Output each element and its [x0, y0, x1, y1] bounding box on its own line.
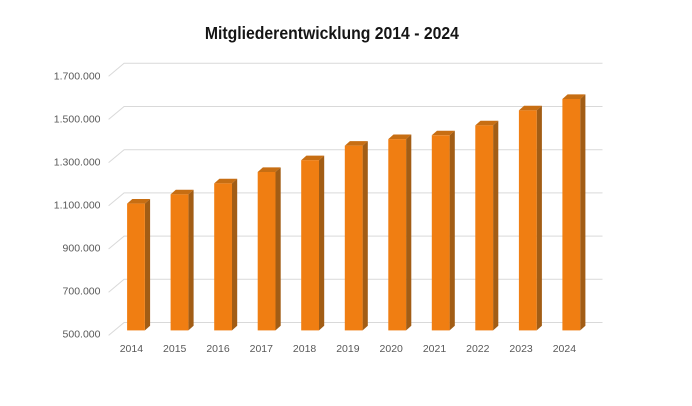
- svg-text:900.000: 900.000: [63, 243, 101, 255]
- svg-text:500.000: 500.000: [63, 329, 101, 341]
- svg-text:700.000: 700.000: [63, 286, 101, 298]
- svg-text:2017: 2017: [250, 343, 274, 355]
- svg-text:1.700.000: 1.700.000: [54, 71, 101, 83]
- svg-text:Mitgliederentwicklung 2014 - 2: Mitgliederentwicklung 2014 - 2024: [205, 23, 459, 43]
- svg-text:2014: 2014: [120, 343, 144, 355]
- svg-text:2024: 2024: [553, 343, 577, 355]
- svg-text:2018: 2018: [293, 343, 317, 355]
- svg-text:2022: 2022: [466, 343, 490, 355]
- svg-text:1.300.000: 1.300.000: [54, 157, 101, 169]
- svg-text:2020: 2020: [380, 343, 404, 355]
- svg-text:2016: 2016: [206, 343, 230, 355]
- svg-text:1.500.000: 1.500.000: [54, 114, 101, 126]
- svg-text:2015: 2015: [163, 343, 187, 355]
- svg-text:2021: 2021: [423, 343, 447, 355]
- svg-text:2019: 2019: [336, 343, 360, 355]
- svg-text:2023: 2023: [509, 343, 533, 355]
- svg-text:1.100.000: 1.100.000: [54, 200, 101, 212]
